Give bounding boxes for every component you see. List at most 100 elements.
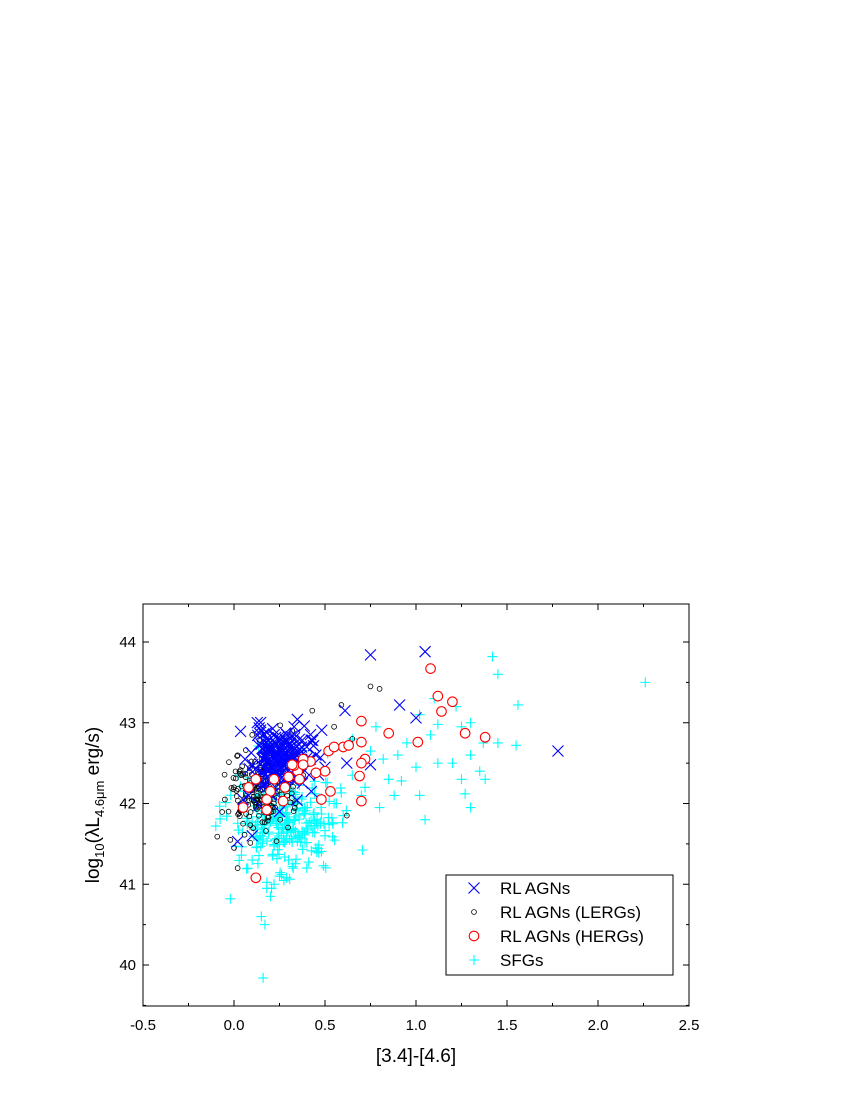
data-point — [232, 818, 243, 829]
data-point — [285, 824, 291, 831]
data-point — [344, 812, 350, 819]
series-layer — [210, 645, 651, 983]
data-point — [264, 817, 271, 824]
data-point — [221, 771, 228, 778]
data-point — [254, 793, 261, 799]
data-point — [228, 785, 235, 791]
data-point — [487, 651, 498, 662]
data-point — [341, 805, 352, 816]
data-point — [271, 747, 284, 760]
data-point — [247, 822, 254, 828]
y-tick-label: 42 — [119, 796, 136, 813]
data-point — [257, 838, 268, 849]
data-point — [432, 719, 443, 730]
data-point — [241, 831, 248, 838]
data-point — [243, 781, 254, 793]
data-point — [300, 741, 313, 753]
data-point — [291, 805, 298, 811]
data-point — [287, 823, 298, 834]
data-point — [265, 891, 276, 902]
data-point — [479, 731, 491, 743]
data-point — [249, 732, 256, 738]
data-point — [242, 789, 255, 802]
data-point — [263, 828, 269, 834]
data-point — [316, 846, 327, 857]
data-point — [393, 699, 406, 711]
data-point — [492, 737, 503, 748]
data-point — [237, 793, 249, 806]
data-point — [234, 865, 241, 871]
data-point — [480, 774, 491, 785]
data-point — [316, 794, 327, 805]
data-point — [288, 720, 300, 733]
data-point — [447, 696, 458, 708]
data-point — [383, 774, 394, 785]
data-point — [225, 808, 232, 815]
data-point — [281, 872, 292, 883]
data-point — [256, 911, 267, 922]
data-point — [337, 817, 348, 828]
data-point — [269, 879, 280, 890]
data-point — [254, 831, 265, 842]
data-point — [411, 762, 421, 773]
data-point — [266, 722, 279, 735]
data-point — [374, 802, 385, 813]
data-point — [261, 819, 268, 826]
legend: RL AGNs RL AGNs (LERGs) RL AGNs (HERGs) SFG… — [445, 874, 674, 976]
data-point — [242, 818, 253, 829]
data-point — [279, 733, 291, 745]
data-point — [288, 863, 299, 874]
data-point — [335, 783, 346, 794]
data-point — [292, 830, 303, 841]
data-point — [305, 734, 318, 747]
data-point — [259, 919, 270, 930]
data-point — [511, 740, 522, 751]
data-point — [410, 712, 422, 724]
data-point — [268, 773, 280, 785]
x-axis-label: [3.4]-[4.6] — [376, 1046, 456, 1067]
data-point — [234, 753, 240, 759]
data-point — [269, 737, 282, 749]
y-axis-label-sub: 4.6μm — [92, 781, 107, 817]
legend-item: RL AGNs (LERGs) — [471, 903, 641, 922]
data-point — [220, 797, 231, 808]
data-point — [356, 795, 367, 807]
data-point — [234, 725, 247, 738]
data-point — [250, 872, 262, 884]
data-point — [227, 837, 234, 843]
data-point — [261, 836, 272, 847]
data-point — [297, 791, 308, 802]
data-point — [378, 754, 389, 765]
data-point — [239, 763, 245, 770]
data-point — [287, 861, 298, 872]
data-point — [357, 844, 368, 855]
legend-marker — [469, 955, 479, 965]
data-point — [295, 741, 308, 753]
data-point — [307, 827, 318, 838]
data-point — [240, 820, 246, 827]
data-point — [339, 704, 351, 717]
data-point — [425, 663, 436, 674]
data-point — [225, 893, 236, 904]
y-tick-label: 44 — [119, 634, 136, 651]
data-point — [219, 809, 225, 815]
data-point — [492, 669, 503, 680]
data-point — [230, 775, 237, 781]
data-point — [288, 824, 299, 835]
data-point — [447, 758, 458, 769]
data-point — [251, 842, 262, 853]
data-point — [364, 649, 377, 661]
data-point — [260, 763, 273, 776]
series-rl-agns-hergs — [237, 663, 491, 884]
data-point — [412, 736, 424, 748]
data-point — [283, 771, 294, 783]
data-point — [309, 707, 316, 714]
data-point — [291, 794, 303, 807]
data-point — [396, 775, 407, 786]
data-point — [233, 775, 239, 782]
x-tick-label: 0.0 — [224, 1017, 245, 1034]
data-point — [250, 773, 262, 785]
data-point — [290, 787, 301, 798]
data-point — [259, 819, 266, 825]
